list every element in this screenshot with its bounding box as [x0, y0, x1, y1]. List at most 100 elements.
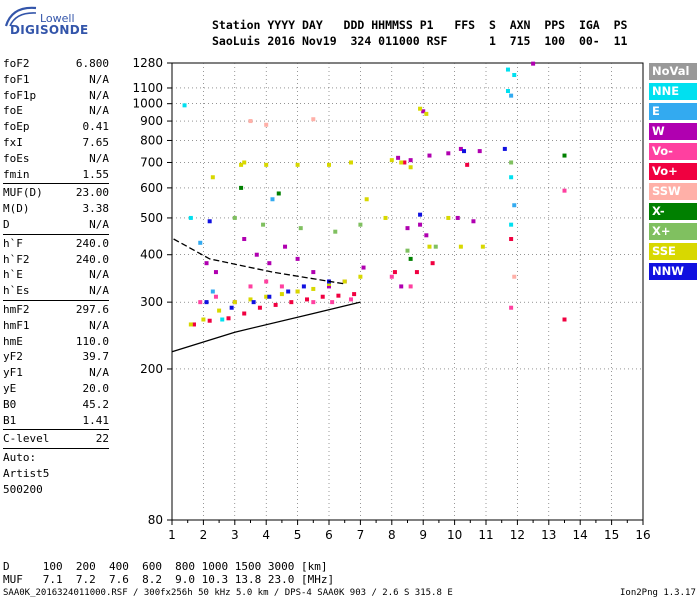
data-point-vo	[207, 318, 212, 323]
param-name: yF2	[3, 350, 23, 364]
data-point-vo	[257, 305, 262, 310]
param-row: h`Es N/A	[3, 283, 109, 299]
param-value: N/A	[89, 151, 109, 165]
data-point-ssw	[512, 274, 517, 279]
legend-item-e: E	[649, 103, 697, 120]
data-point-sse	[201, 317, 206, 322]
data-point-w	[471, 219, 476, 224]
param-row: fmin 1.55	[3, 167, 109, 183]
data-point-vo	[509, 237, 514, 242]
param-value: 240.0	[75, 236, 109, 250]
data-point-nnw	[251, 300, 256, 305]
data-point-vo	[273, 302, 278, 307]
data-point-w	[295, 256, 300, 261]
param-name: C-level	[3, 432, 50, 446]
data-point-vo	[392, 270, 397, 275]
data-point-vo	[264, 279, 269, 284]
data-point-sse	[242, 160, 247, 165]
data-point-x	[276, 191, 281, 196]
param-value: N/A	[89, 284, 109, 298]
x-tick-label: 14	[573, 528, 588, 542]
y-tick-label: 700	[140, 155, 163, 169]
data-point-w	[424, 233, 429, 238]
data-point-sse	[446, 215, 451, 220]
param-name: yE	[3, 381, 17, 395]
data-point-nnw	[502, 146, 507, 151]
plot-frame	[171, 62, 644, 521]
footer-distance-line: D 100 200 400 600 800 1000 1500 3000 [km…	[3, 560, 328, 573]
data-point-sse	[210, 175, 215, 180]
data-point-sse	[342, 279, 347, 284]
data-point-w	[283, 244, 288, 249]
data-point-w	[455, 215, 460, 220]
param-value: 110.0	[75, 334, 109, 348]
param-row: foEp 0.41	[3, 119, 109, 135]
data-point-w	[204, 261, 209, 266]
y-tick-label: 900	[140, 114, 163, 128]
param-row: h`F2 240.0	[3, 252, 109, 268]
param-name: foEs	[3, 151, 30, 165]
param-separator	[3, 429, 109, 431]
param-row: h`E N/A	[3, 267, 109, 283]
param-value: N/A	[89, 268, 109, 282]
data-point-x	[239, 185, 244, 190]
x-tick-label: 7	[357, 528, 365, 542]
param-value: 22	[95, 432, 109, 446]
data-point-x	[433, 244, 438, 249]
data-point-vo	[289, 300, 294, 305]
data-point-vo	[336, 293, 341, 298]
param-value: 7.65	[82, 135, 110, 149]
data-point-w	[396, 155, 401, 160]
data-point-vo	[509, 305, 514, 310]
data-point-x	[232, 215, 237, 220]
data-point-vo	[213, 294, 218, 299]
param-row: B1 1.41	[3, 413, 109, 429]
legend-item-vo: Vo-	[649, 143, 697, 160]
x-tick-label: 13	[541, 528, 556, 542]
data-point-w	[477, 149, 482, 154]
data-point-vo	[562, 188, 567, 193]
param-row: yE 20.0	[3, 381, 109, 397]
footer-muf-line: MUF 7.1 7.2 7.6 8.2 9.0 10.3 13.8 23.0 […	[3, 573, 335, 586]
x-tick-label: 9	[419, 528, 427, 542]
data-point-nne	[509, 175, 514, 180]
data-point-x	[333, 229, 338, 234]
legend-item-noval: NoVal	[649, 63, 697, 80]
data-point-w	[408, 158, 413, 163]
param-name: B0	[3, 397, 17, 411]
legend-item-w: W	[649, 123, 697, 140]
param-value: 23.00	[75, 186, 109, 200]
y-tick-label: 500	[140, 211, 163, 225]
data-point-vo	[465, 162, 470, 167]
data-point-nnw	[204, 300, 209, 305]
data-point-nnw	[462, 149, 467, 154]
data-point-e	[509, 93, 514, 98]
data-point-vo	[430, 261, 435, 266]
x-tick-label: 11	[478, 528, 493, 542]
param-value: N/A	[89, 88, 109, 102]
param-name: foF1	[3, 72, 30, 86]
param-row: foF2 6.800	[3, 56, 109, 72]
data-point-vo	[330, 300, 335, 305]
param-value: N/A	[89, 366, 109, 380]
data-point-nne	[188, 215, 193, 220]
data-point-sse	[232, 300, 237, 305]
y-tick-label: 80	[148, 513, 163, 527]
data-point-ssw	[264, 122, 269, 127]
param-value: N/A	[89, 217, 109, 231]
data-point-sse	[408, 165, 413, 170]
param-value: 39.7	[82, 350, 110, 364]
param-name: h`F	[3, 236, 23, 250]
data-point-sse	[264, 162, 269, 167]
data-point-vo	[352, 292, 357, 297]
data-point-w	[242, 237, 247, 242]
y-tick-label: 800	[140, 133, 163, 147]
data-point-x	[562, 153, 567, 158]
param-value: 6.800	[75, 57, 109, 70]
param-name: h`F2	[3, 252, 30, 266]
data-point-sse	[264, 294, 269, 299]
logo-text-lowell: Lowell	[40, 12, 75, 25]
trace-line-dashed	[173, 238, 345, 285]
param-value: 0.41	[82, 120, 110, 134]
data-point-vo	[414, 270, 419, 275]
